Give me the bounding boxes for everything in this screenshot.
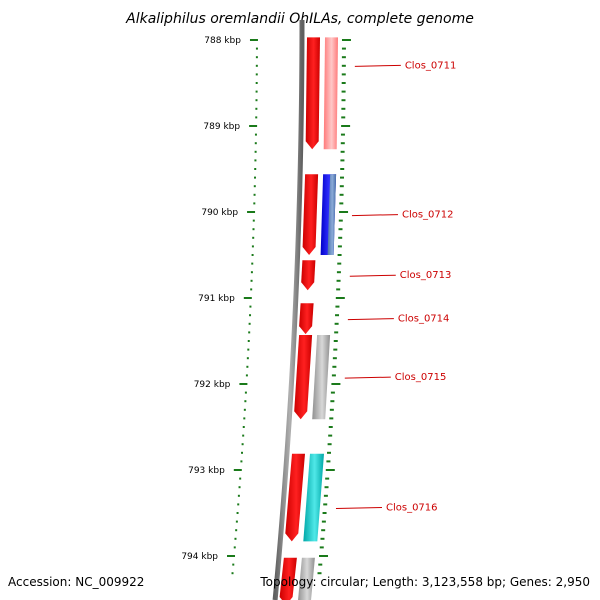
gene-label-leader bbox=[354, 64, 401, 67]
scale-labels: 788 kbp 789 kbp 790 kbp 791 kbp 792 kbp 793 k… bbox=[181, 36, 241, 562]
scale-label: 788 kbp bbox=[204, 36, 241, 46]
cog-track-block bbox=[303, 453, 324, 542]
genome-title: Alkaliphilus oremlandii OhILAs, complete… bbox=[125, 11, 474, 27]
gene-label: Clos_0715 bbox=[395, 372, 447, 383]
summary-text: Topology: circular; Length: 3,123,558 bp… bbox=[259, 575, 590, 589]
gene-label: Clos_0712 bbox=[402, 210, 454, 221]
gene-label: Clos_0713 bbox=[400, 270, 452, 281]
scale-label: 790 kbp bbox=[201, 208, 238, 218]
scale-label: 792 kbp bbox=[194, 380, 231, 390]
cds-arrow bbox=[302, 174, 319, 255]
accession-text: Accession: NC_009922 bbox=[8, 575, 144, 589]
cds-arrow bbox=[299, 303, 314, 335]
cog-track-block bbox=[312, 335, 331, 420]
gene-label-leader bbox=[351, 214, 398, 217]
gene-label-leader bbox=[335, 507, 382, 510]
scale-label: 789 kbp bbox=[203, 122, 240, 132]
scale-label: 794 kbp bbox=[181, 552, 218, 562]
genome-backbone bbox=[272, 19, 305, 600]
cds-arrow bbox=[279, 557, 297, 600]
gene-label: Clos_0716 bbox=[386, 503, 438, 514]
cds-arrow bbox=[285, 453, 305, 542]
scale-label: 791 kbp bbox=[198, 294, 235, 304]
cog-track-block-secondary bbox=[327, 174, 337, 255]
scale-ticks bbox=[227, 39, 351, 575]
gene-labels: Clos_0711 Clos_0712 Clos_0713 Clos_0714 Clos… bbox=[335, 60, 457, 514]
cog-track-block bbox=[323, 37, 338, 150]
gene-label: Clos_0714 bbox=[398, 314, 450, 325]
gene-label: Clos_0711 bbox=[405, 60, 457, 71]
gene-label-leader bbox=[347, 318, 394, 321]
cds-arrow bbox=[305, 37, 320, 150]
cds-arrow bbox=[294, 335, 313, 420]
scale-label: 793 kbp bbox=[188, 466, 225, 476]
gene-label-leader bbox=[349, 274, 396, 277]
gene-features bbox=[279, 37, 338, 600]
gene-label-leader bbox=[344, 376, 391, 379]
cds-arrow bbox=[301, 260, 316, 291]
cog-track-block bbox=[298, 557, 315, 600]
